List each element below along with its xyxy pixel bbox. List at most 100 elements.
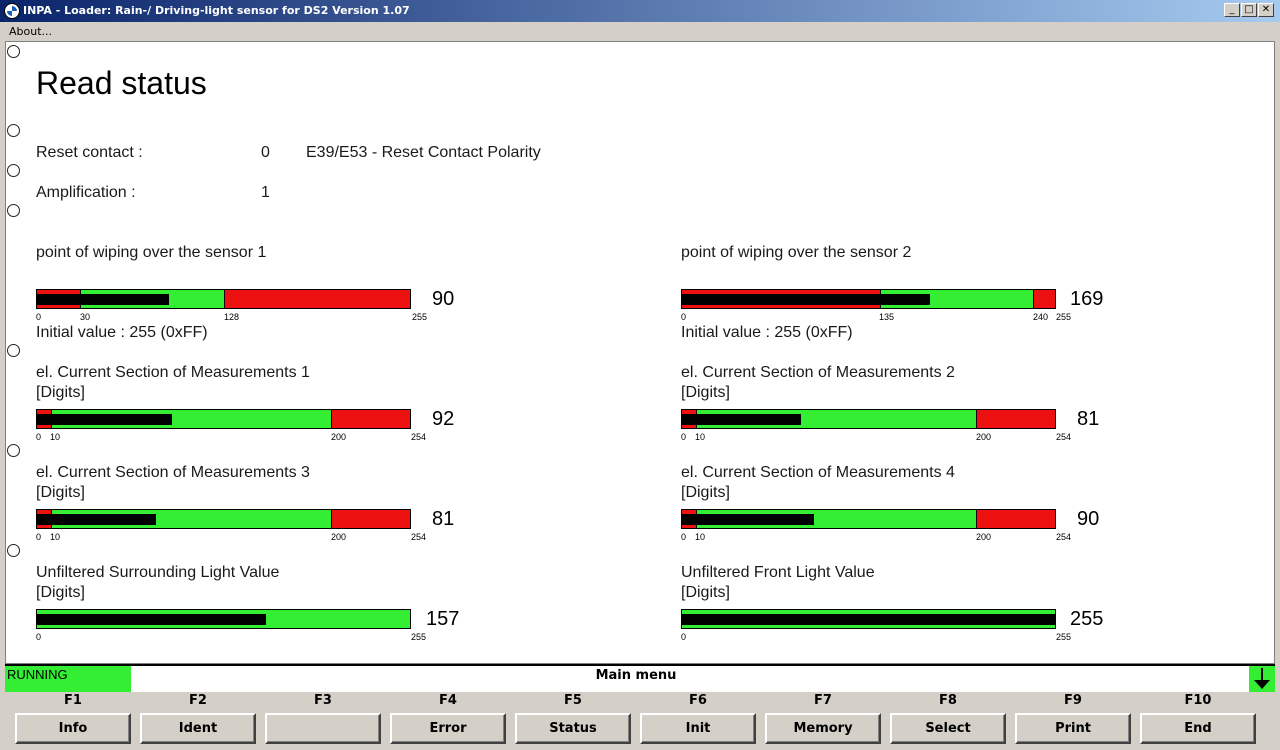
- bmw-logo-icon: [4, 3, 20, 19]
- reset-contact-value: 0: [261, 144, 270, 161]
- gauge-fill: [37, 614, 266, 625]
- gauge-bar: [681, 509, 1056, 529]
- gauge-title: el. Current Section of Measurements 3: [36, 464, 310, 481]
- radio-button[interactable]: [7, 124, 20, 137]
- gauge-fill: [37, 294, 169, 305]
- tick-label: 0: [36, 632, 42, 642]
- gauge-bar: [681, 409, 1056, 429]
- about-menu[interactable]: About...: [9, 25, 53, 38]
- gauge-bar: [36, 509, 411, 529]
- ident-button[interactable]: Ident: [140, 713, 256, 744]
- gauge-fill: [682, 514, 814, 525]
- gauge-fill: [37, 514, 156, 525]
- tick-label: 0: [36, 312, 42, 322]
- gauge-fill: [682, 294, 930, 305]
- tick-label: 0: [681, 532, 687, 542]
- title-bar: INPA - Loader: Rain-/ Driving-light sens…: [0, 0, 1280, 22]
- gauge-unit: [Digits]: [681, 484, 730, 501]
- tick-label: 200: [331, 432, 347, 442]
- tick-label: 200: [331, 532, 347, 542]
- radio-button[interactable]: [7, 444, 20, 457]
- fkey-label-f3: F3: [314, 693, 332, 708]
- fkey-label-f4: F4: [439, 693, 457, 708]
- tick-label: 254: [411, 432, 427, 442]
- tick-label: 0: [681, 632, 687, 642]
- f3-button[interactable]: [265, 713, 381, 744]
- gauge-value: 92: [432, 408, 455, 430]
- select-button[interactable]: Select: [890, 713, 1006, 744]
- error-button[interactable]: Error: [390, 713, 506, 744]
- minimize-button[interactable]: _: [1224, 3, 1240, 17]
- page-title: Read status: [36, 65, 207, 101]
- fkey-label-f6: F6: [689, 693, 707, 708]
- reset-contact-note: E39/E53 - Reset Contact Polarity: [306, 144, 541, 161]
- amplification-value: 1: [261, 184, 270, 201]
- fkey-label-f7: F7: [814, 693, 832, 708]
- tick-label: 255: [411, 632, 427, 642]
- gauge-title: point of wiping over the sensor 2: [681, 244, 912, 261]
- tick-label: 0: [36, 532, 42, 542]
- window-title: INPA - Loader: Rain-/ Driving-light sens…: [23, 4, 410, 17]
- tick-label: 254: [1056, 432, 1072, 442]
- menu-bar: About...: [0, 22, 1280, 41]
- tick-label: 240: [1033, 312, 1049, 322]
- gauge-unit: [Digits]: [36, 484, 85, 501]
- tick-label: 10: [50, 432, 61, 442]
- print-button[interactable]: Print: [1015, 713, 1131, 744]
- tick-label: 255: [1056, 632, 1072, 642]
- status-strip: RUNNING Main menu: [5, 664, 1275, 692]
- gauge-bar: [681, 609, 1056, 629]
- amplification-label: Amplification :: [36, 184, 136, 201]
- tick-label: 200: [976, 532, 992, 542]
- radio-button[interactable]: [7, 204, 20, 217]
- gauge-value: 90: [1077, 508, 1100, 530]
- radio-button[interactable]: [7, 344, 20, 357]
- gauge-bar: [681, 289, 1056, 309]
- radio-button[interactable]: [7, 164, 20, 177]
- init-button[interactable]: Init: [640, 713, 756, 744]
- radio-button[interactable]: [7, 45, 20, 58]
- fkey-label-f2: F2: [189, 693, 207, 708]
- status-panel: Read status Reset contact : 0 E39/E53 - …: [5, 41, 1275, 664]
- tick-label: 254: [411, 532, 427, 542]
- gauge-unit: [Digits]: [681, 384, 730, 401]
- end-button[interactable]: End: [1140, 713, 1256, 744]
- gauge-fill: [682, 414, 801, 425]
- tick-label: 200: [976, 432, 992, 442]
- tick-label: 10: [695, 532, 706, 542]
- info-button[interactable]: Info: [15, 713, 131, 744]
- fkey-label-f10: F10: [1184, 693, 1212, 708]
- gauge-title: Unfiltered Front Light Value: [681, 564, 875, 581]
- gauge-fill: [37, 414, 172, 425]
- tick-label: 135: [879, 312, 895, 322]
- tick-label: 10: [50, 532, 61, 542]
- tick-label: 10: [695, 432, 706, 442]
- radio-button[interactable]: [7, 544, 20, 557]
- gauge-unit: [Digits]: [681, 584, 730, 601]
- gauge-unit: [Digits]: [36, 384, 85, 401]
- tick-label: 255: [1056, 312, 1072, 322]
- fkey-label-f8: F8: [939, 693, 957, 708]
- tick-label: 254: [1056, 532, 1072, 542]
- arrow-down-icon[interactable]: [1249, 666, 1275, 692]
- gauge-title: el. Current Section of Measurements 2: [681, 364, 955, 381]
- fkey-label-f1: F1: [64, 693, 82, 708]
- close-button[interactable]: ✕: [1258, 3, 1274, 17]
- memory-button[interactable]: Memory: [765, 713, 881, 744]
- gauge-value: 255: [1070, 608, 1104, 630]
- gauge-bar: [36, 609, 411, 629]
- gauge-fill: [682, 614, 1055, 625]
- gauge-title: el. Current Section of Measurements 1: [36, 364, 310, 381]
- function-key-bar: F1 F2 F3 F4 F5 F6 F7 F8 F9 F10 Info Iden…: [0, 692, 1280, 750]
- status-button[interactable]: Status: [515, 713, 631, 744]
- tick-label: 255: [412, 312, 428, 322]
- initial-value-note: Initial value : 255 (0xFF): [681, 324, 853, 341]
- gauge-bar: [36, 289, 411, 309]
- gauge-title: el. Current Section of Measurements 4: [681, 464, 955, 481]
- gauge-title: Unfiltered Surrounding Light Value: [36, 564, 280, 581]
- gauge-unit: [Digits]: [36, 584, 85, 601]
- maximize-button[interactable]: □: [1241, 3, 1257, 17]
- tick-label: 0: [36, 432, 42, 442]
- initial-value-note: Initial value : 255 (0xFF): [36, 324, 208, 341]
- fkey-label-f9: F9: [1064, 693, 1082, 708]
